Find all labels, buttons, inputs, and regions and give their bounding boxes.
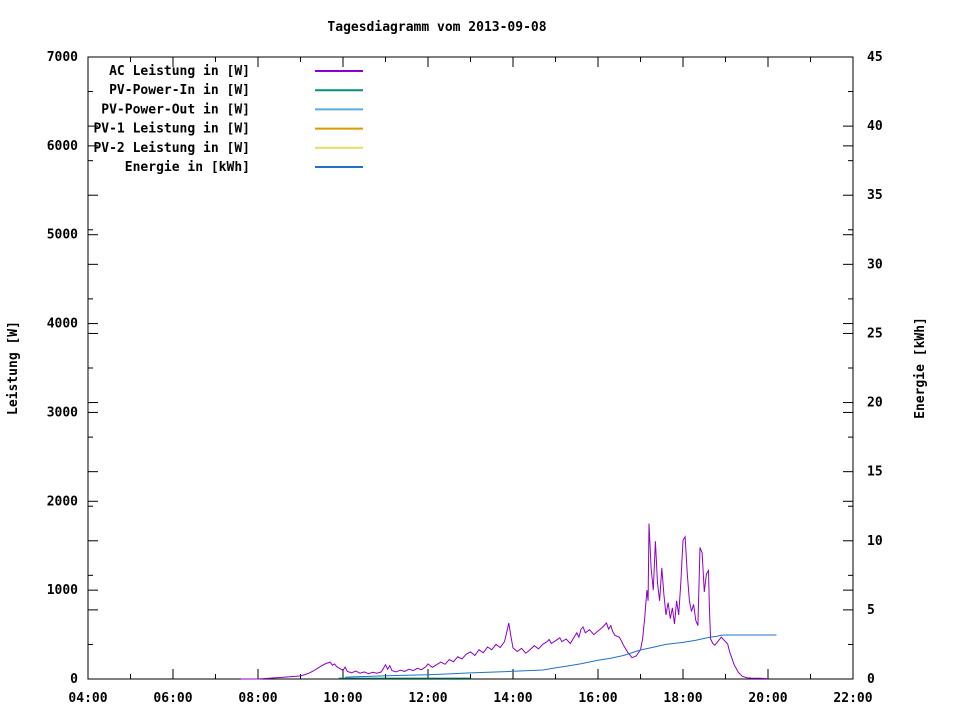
x-tick-label: 18:00 [663, 691, 702, 706]
x-tick-label: 10:00 [323, 691, 362, 706]
series [345, 634, 777, 678]
legend-label: PV-Power-In in [W] [109, 83, 250, 98]
y2-tick-label: 30 [867, 257, 883, 272]
y2-tick-label: 10 [867, 534, 883, 549]
y2-tick-label: 35 [867, 188, 883, 203]
y-tick-label: 0 [70, 672, 78, 687]
x-tick-labels: 04:00 06:00 08:00 10:00 12:00 14:00 16:00 18:00… [68, 691, 872, 706]
y2-tick-label: 5 [867, 603, 875, 618]
y-tick-label: 1000 [47, 583, 78, 598]
y2-tick-label: 25 [867, 326, 883, 341]
y2-tick-label: 20 [867, 396, 883, 411]
chart-title: Tagesdiagramm vom 2013-09-08 [327, 20, 547, 35]
x-tick-label: 14:00 [493, 691, 532, 706]
x-tick-label: 12:00 [408, 691, 447, 706]
y-tick-label: 5000 [47, 228, 78, 243]
legend-label: PV-2 Leistung in [W] [93, 141, 250, 156]
y-tick-labels: 0 1000 2000 3000 4000 5000 6000 7000 [47, 50, 78, 687]
series-energie-in-kwh [345, 634, 777, 678]
legend-label: Energie in [kWh] [125, 160, 250, 175]
legend: AC Leistung in [W] PV-Power-In in [W] PV-P… [93, 64, 363, 175]
x-tick-label: 16:00 [578, 691, 617, 706]
x-tick-label: 06:00 [153, 691, 192, 706]
y2-tick-label: 15 [867, 465, 883, 480]
y-tick-label: 6000 [47, 139, 78, 154]
y2-tick-label: 0 [867, 672, 875, 687]
x-axis-ticks [87, 57, 854, 679]
y-tick-label: 2000 [47, 494, 78, 509]
y2-axis-ticks [88, 56, 853, 680]
series-ac-leistung-in-w [241, 523, 769, 680]
y-tick-label: 7000 [47, 50, 78, 65]
legend-label: AC Leistung in [W] [109, 64, 250, 79]
x-tick-label: 08:00 [238, 691, 277, 706]
series [241, 523, 769, 680]
y2-tick-labels: 0 5 10 15 20 25 30 35 40 45 [867, 50, 883, 687]
x-tick-label: 04:00 [68, 691, 107, 706]
legend-label: PV-1 Leistung in [W] [93, 122, 250, 137]
y2-tick-label: 45 [867, 50, 883, 65]
y-tick-label: 3000 [47, 405, 78, 420]
legend-label: PV-Power-Out in [W] [101, 102, 250, 117]
x-tick-label: 20:00 [748, 691, 787, 706]
y2-tick-label: 40 [867, 119, 883, 134]
x-tick-label: 22:00 [833, 691, 872, 706]
y-tick-label: 4000 [47, 317, 78, 332]
